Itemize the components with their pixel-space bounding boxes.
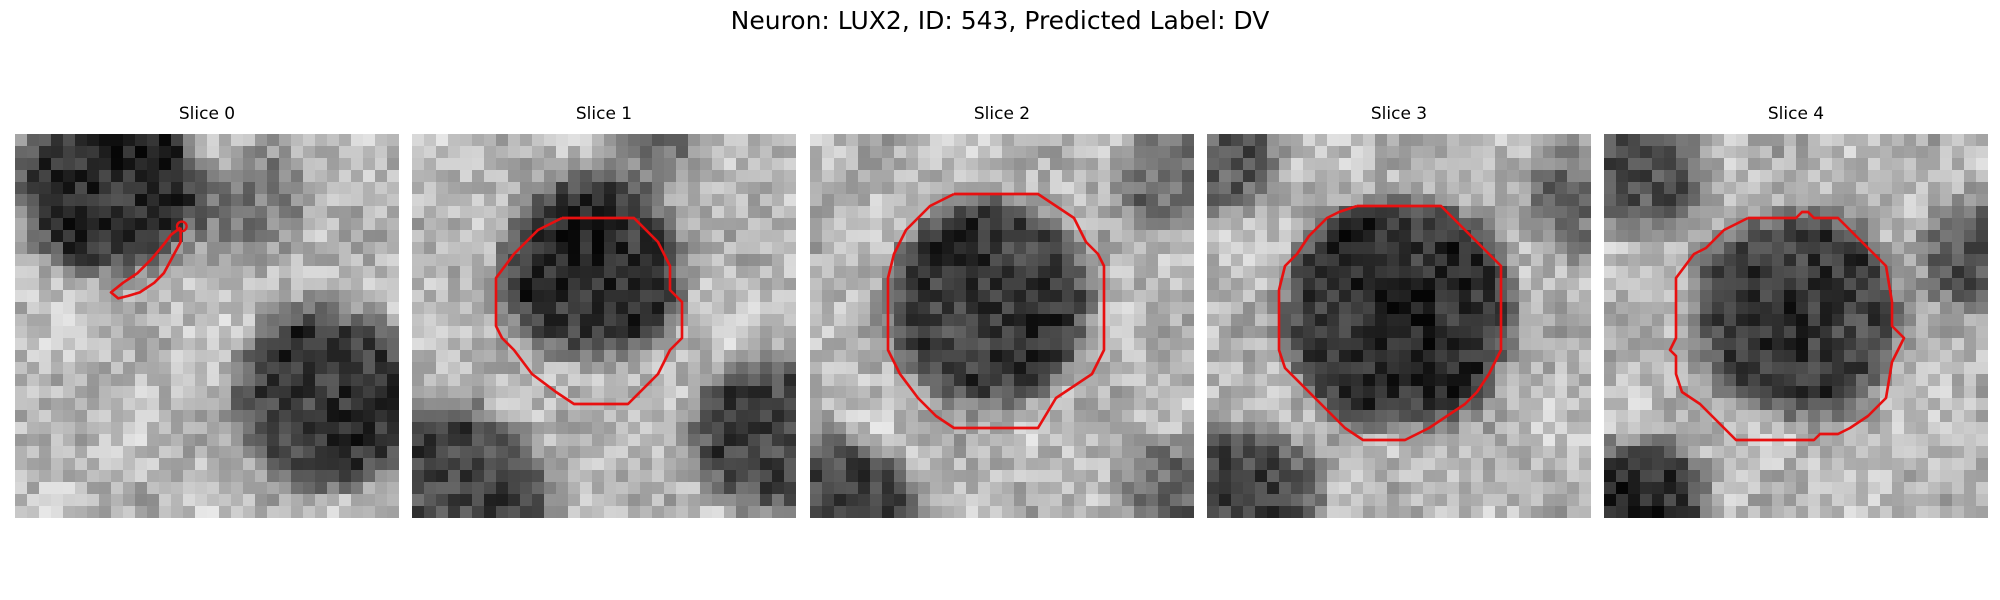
roi-contour [494, 216, 684, 406]
slice-title: Slice 3 [1370, 104, 1428, 124]
slice-title: Slice 1 [575, 104, 633, 124]
pixel-grid [15, 134, 399, 518]
roi-contour [886, 192, 1106, 430]
roi-contour [109, 226, 182, 300]
figure-title: Neuron: LUX2, ID: 543, Predicted Label: … [730, 6, 1270, 35]
pixel-grid [1207, 134, 1591, 518]
slice-image-0 [15, 134, 399, 518]
roi-marker [175, 220, 188, 233]
pixel-grid [810, 134, 1194, 518]
pixel-grid [1604, 134, 1988, 518]
slice-image-3 [1207, 134, 1591, 518]
pixel-grid [412, 134, 796, 518]
slice-image-4 [1604, 134, 1988, 518]
slice-title: Slice 2 [973, 104, 1031, 124]
roi-contour [1668, 210, 1906, 442]
slice-image-2 [810, 134, 1194, 518]
roi-contour [1277, 204, 1503, 442]
slice-title: Slice 4 [1767, 104, 1825, 124]
slice-image-1 [412, 134, 796, 518]
slice-title: Slice 0 [178, 104, 236, 124]
